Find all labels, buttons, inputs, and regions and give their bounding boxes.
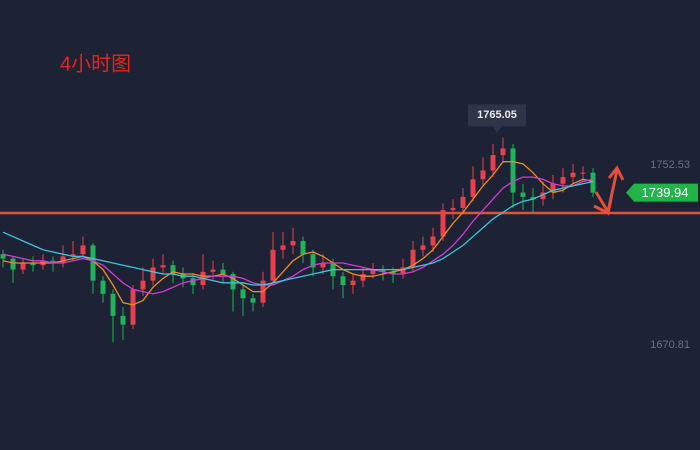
candle-body (410, 249, 416, 268)
moving-average (2, 180, 594, 286)
candle-body (440, 210, 446, 237)
candle-body (360, 274, 366, 281)
candle-body (120, 315, 126, 325)
candle-body (320, 262, 326, 268)
candle-body (130, 289, 136, 325)
last-price-tag (626, 183, 698, 202)
candle-body (500, 148, 506, 156)
high-label: 1765.05 (477, 109, 517, 121)
last-price-label: 1739.94 (642, 185, 689, 200)
chart-title: 4小时图 (60, 52, 131, 75)
candle-body (160, 265, 166, 268)
moving-average (2, 176, 594, 295)
candle-body (270, 249, 276, 281)
candle-body (310, 254, 316, 268)
candle-body (240, 289, 246, 299)
candle-body (340, 276, 346, 286)
candle-body (10, 258, 16, 270)
candle-body (380, 269, 386, 272)
arrow-head (593, 198, 613, 216)
y-tick-label: 1670.81 (650, 339, 690, 351)
candle-body (280, 245, 286, 250)
candle-body (510, 148, 516, 193)
candle-body (290, 240, 296, 246)
candle-body (450, 207, 456, 211)
candle-body (370, 269, 376, 275)
candle-body (430, 236, 436, 246)
candle-body (90, 245, 96, 281)
candle-body (530, 196, 536, 200)
plot: 1752.53 1670.81 1765.05 1739.94 (0, 104, 700, 351)
candle-body (220, 269, 226, 275)
candle-body (460, 196, 466, 208)
candle-body (110, 293, 116, 316)
candle-body (20, 262, 26, 270)
candle-body (550, 183, 556, 193)
candle-body (0, 254, 6, 259)
candle-body (400, 267, 406, 275)
candle-body (350, 280, 356, 286)
candle-body (490, 155, 496, 171)
candle-body (60, 256, 66, 263)
candle-body (30, 262, 36, 266)
candle-body (190, 278, 196, 286)
candle-body (590, 172, 596, 193)
candle-body (390, 271, 396, 275)
candle-body (470, 179, 476, 197)
candle-body (300, 240, 306, 255)
y-tick-label: 1752.53 (650, 159, 690, 171)
candle-body (210, 269, 216, 272)
candle-body (150, 267, 156, 281)
candle-body (580, 172, 586, 174)
candle-body (570, 172, 576, 178)
candle-body (230, 274, 236, 290)
candle-body (560, 177, 566, 184)
candle-body (250, 298, 256, 303)
arrow-head (607, 165, 625, 181)
candle-body (540, 192, 546, 200)
candle-body (80, 245, 86, 255)
candle-body (480, 170, 486, 180)
candle-body (100, 280, 106, 294)
candle-body (520, 192, 526, 197)
candle-body (70, 254, 76, 257)
high-callout (468, 104, 526, 133)
candle-body (50, 260, 56, 263)
candle-body (140, 280, 146, 290)
candle-body (170, 265, 176, 275)
candle-body (420, 245, 426, 250)
moving-average (2, 161, 594, 306)
